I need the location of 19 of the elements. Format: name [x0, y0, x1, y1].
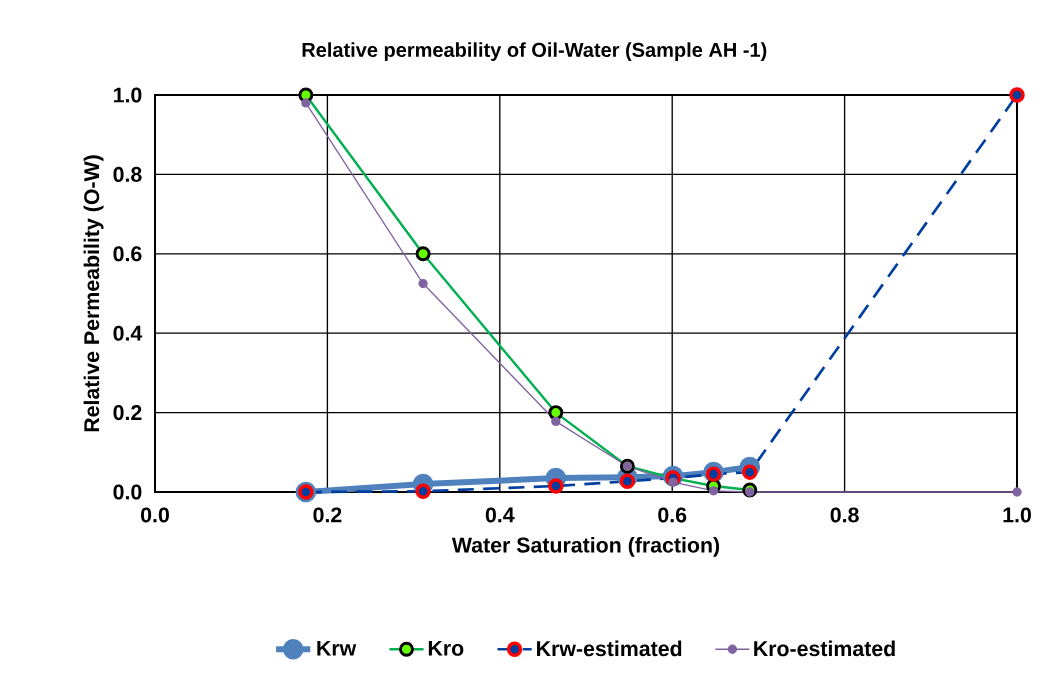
legend-label: Kro-estimated: [754, 640, 895, 657]
legend-label: Krw-estimated: [537, 640, 682, 657]
x-tick-label: 0.2: [313, 507, 342, 523]
y-axis-title: Relative Permeability (O-W): [83, 155, 104, 432]
chart-title: Relative permeability of Oil-Water (Sample AH -1): [302, 42, 767, 61]
x-tick-label: 0.8: [830, 507, 859, 523]
y-tick-label: 0.4: [113, 325, 143, 341]
x-tick-label: 1.0: [1003, 507, 1031, 523]
x-tick-label: 0.6: [658, 507, 687, 523]
y-tick-label: 0.6: [113, 246, 142, 262]
y-tick-label: 1.0: [113, 87, 142, 103]
y-tick-label: 0.8: [113, 166, 142, 182]
legend-label: Kro: [428, 640, 464, 656]
x-tick-label: 0.4: [485, 507, 515, 523]
y-tick-label: 0.0: [113, 484, 142, 500]
x-axis-title: Water Saturation (fraction): [451, 536, 720, 557]
y-tick-label: 0.2: [113, 405, 142, 421]
legend-label: Krw: [317, 640, 357, 656]
x-tick-label: 0.0: [141, 507, 169, 523]
